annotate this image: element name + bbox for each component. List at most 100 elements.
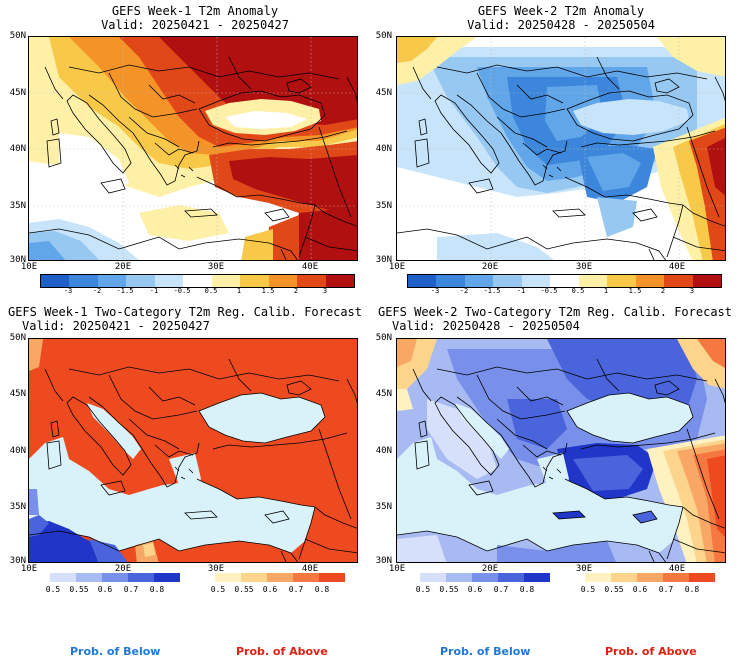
p2-lat-50n: 50N <box>375 31 392 41</box>
p4-below-seg <box>498 573 524 582</box>
p1-cb-label: 3 <box>322 287 328 295</box>
p2-cb-seg <box>408 275 437 287</box>
p2-cb-label: 1 <box>603 287 609 295</box>
p2-cb-seg <box>550 275 579 287</box>
panel1-colorbar <box>40 274 355 288</box>
p4-below-label: 0.5 <box>415 585 431 594</box>
p2-lon-10e: 10E <box>388 262 406 272</box>
p2-cb-label: 2 <box>660 287 666 295</box>
panel1-map-svg <box>29 37 357 260</box>
p1-cb-seg <box>69 275 98 287</box>
p2-cb-seg <box>578 275 608 287</box>
p2-cb-label: 1.5 <box>628 287 642 295</box>
p1-cb-seg <box>183 275 212 287</box>
p1-lat-40n: 40N <box>9 144 26 154</box>
p2-cb-seg <box>692 275 721 287</box>
panel1-map <box>28 36 358 261</box>
p3-above-seg <box>319 573 345 582</box>
p1-cb-label: 2 <box>293 287 299 295</box>
p3-lat-50n: 50N <box>9 333 26 343</box>
panel1-title-text: GEFS Week-1 T2m Anomaly <box>111 4 279 18</box>
panel2-title: GEFS Week-2 T2m Anomaly Valid: 20250428 … <box>396 4 726 32</box>
p4-above-seg <box>637 573 663 582</box>
panel1-valid-text: Valid: 20250421 - 20250427 <box>101 18 289 32</box>
p3-above-seg <box>215 573 241 582</box>
p2-lat-30n: 30N <box>375 255 392 265</box>
p4-above-label: 0.7 <box>658 585 674 594</box>
p2-lat-35n: 35N <box>375 201 392 211</box>
panel2-title-text: GEFS Week-2 T2m Anomaly <box>477 4 645 18</box>
p2-cb-seg <box>664 275 693 287</box>
p4-below-seg <box>524 573 550 582</box>
p4-above-label: 0.5 <box>580 585 596 594</box>
p4-below-seg <box>472 573 498 582</box>
p4-lat-40n: 40N <box>375 446 392 456</box>
p3-lat-35n: 35N <box>9 502 26 512</box>
p4-above-seg <box>689 573 715 582</box>
p1-cb-label: 1 <box>236 287 242 295</box>
p1-cb-seg <box>268 275 298 287</box>
p3-below-seg <box>128 573 154 582</box>
p1-lon-30e: 30E <box>207 262 225 272</box>
p1-lon-20e: 20E <box>114 262 132 272</box>
p3-below-label: 0.8 <box>149 585 165 594</box>
p1-lat-45n: 45N <box>9 88 26 98</box>
p1-cb-label: -1 <box>149 287 159 295</box>
panel4-map <box>396 338 726 563</box>
p4-lat-50n: 50N <box>375 333 392 343</box>
p4-lat-30n: 30N <box>375 556 392 566</box>
p3-below-seg <box>154 573 180 582</box>
p3-lat-40n: 40N <box>9 446 26 456</box>
p1-cb-seg <box>97 275 127 287</box>
p2-cb-label: -3 <box>430 287 440 295</box>
panel3-below-colorbar <box>50 573 180 582</box>
p4-lon-10e: 10E <box>388 564 406 574</box>
p2-cb-label: 0.5 <box>571 287 585 295</box>
panel1-title: GEFS Week-1 T2m Anomaly Valid: 20250421 … <box>30 4 360 32</box>
p1-cb-seg <box>240 275 269 287</box>
p3-above-label: 0.8 <box>314 585 330 594</box>
p3-above-label: 0.55 <box>234 585 254 594</box>
p4-above-label: 0.8 <box>684 585 700 594</box>
p4-above-seg <box>585 573 611 582</box>
p4-above-label: 0.6 <box>632 585 648 594</box>
p2-cb-seg <box>607 275 636 287</box>
p1-lon-40e: 40E <box>301 262 319 272</box>
panel4-below-colorbar <box>420 573 550 582</box>
p3-below-label: 0.6 <box>97 585 113 594</box>
p1-cb-seg <box>297 275 326 287</box>
p1-cb-seg <box>154 275 184 287</box>
panel2-colorbar <box>407 274 722 288</box>
p3-above-seg <box>241 573 267 582</box>
p3-above-seg <box>267 573 293 582</box>
p1-cb-seg <box>211 275 241 287</box>
p1-cb-seg <box>41 275 70 287</box>
p4-below-seg <box>420 573 446 582</box>
p4-above-seg <box>663 573 689 582</box>
p3-below-seg <box>102 573 128 582</box>
p4-lat-45n: 45N <box>375 389 392 399</box>
panel3-map <box>28 338 358 563</box>
panel4-title-text: GEFS Week-2 Two-Category T2m Reg. Calib.… <box>377 305 732 319</box>
p1-lat-35n: 35N <box>9 201 26 211</box>
p4-lat-35n: 35N <box>375 502 392 512</box>
p1-cb-label: -1.5 <box>116 287 134 295</box>
p3-below-label: 0.5 <box>45 585 61 594</box>
p4-below-label: 0.8 <box>519 585 535 594</box>
p2-cb-seg <box>493 275 522 287</box>
p2-lat-45n: 45N <box>375 88 392 98</box>
panel4-title: GEFS Week-2 Two-Category T2m Reg. Calib.… <box>370 305 740 333</box>
p3-above-label: 0.6 <box>262 585 278 594</box>
p4-below-seg <box>446 573 472 582</box>
p2-cb-seg <box>635 275 665 287</box>
p2-cb-seg <box>521 275 551 287</box>
panel4-map-svg <box>397 339 725 562</box>
panel3-valid-text: Valid: 20250421 - 20250427 <box>22 319 210 333</box>
p4-lon-30e: 30E <box>575 564 593 574</box>
p3-lon-10e: 10E <box>20 564 38 574</box>
p3-above-label: 0.5 <box>210 585 226 594</box>
p4-below-label: 0.55 <box>439 585 459 594</box>
p3-lon-30e: 30E <box>207 564 225 574</box>
p2-cb-label: -0.5 <box>540 287 558 295</box>
p2-lon-40e: 40E <box>668 262 686 272</box>
